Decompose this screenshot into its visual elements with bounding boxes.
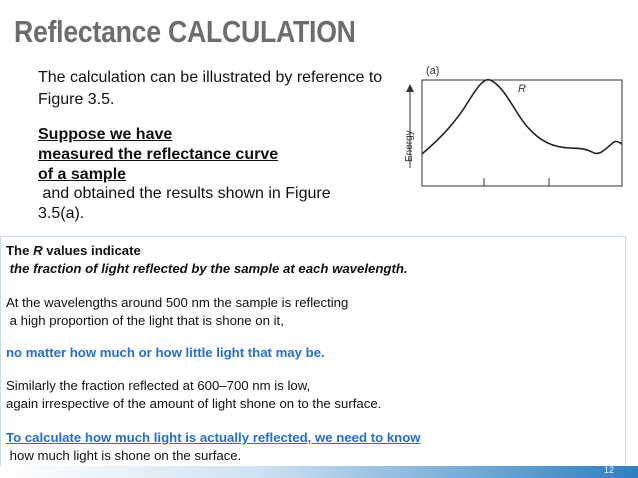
- box-line: Similarly the fraction reflected at 600–…: [6, 378, 311, 393]
- intro-line: 3.5(a).: [38, 205, 85, 222]
- box-line: The R values indicate: [6, 242, 141, 259]
- panel-label: (a): [426, 65, 439, 77]
- box-line: again irrespective of the amount of ligh…: [6, 396, 382, 411]
- box-line: the fraction of light reflected by the s…: [6, 261, 408, 276]
- intro-line: Figure 3.5.: [38, 91, 115, 108]
- intro-line: and obtained the results shown in Figure: [38, 185, 331, 202]
- slide-title: Reflectance CALCULATION: [14, 14, 356, 49]
- explanation-box: [0, 236, 626, 470]
- box-line: how much light is shone on the surface.: [6, 448, 242, 463]
- text: values indicate: [42, 243, 141, 258]
- box-line: At the wavelengths around 500 nm the sam…: [6, 295, 349, 310]
- box-line: no matter how much or how little light t…: [6, 345, 325, 360]
- intro-underlined-line: measured the reflectance curve: [38, 146, 279, 163]
- footer-band: [0, 466, 638, 478]
- reflectance-figure: (a) R Energy: [404, 65, 623, 187]
- box-line: a high proportion of the light that is s…: [6, 313, 284, 328]
- arrow-head: [406, 84, 414, 92]
- box-line: To calculate how much light is actually …: [6, 430, 421, 445]
- text: R: [33, 243, 43, 258]
- y-axis-label: Energy: [404, 130, 415, 162]
- intro-underlined-line: Suppose we have: [38, 126, 173, 143]
- intro-line: The calculation can be illustrated by re…: [38, 69, 383, 86]
- curve-label: R: [518, 83, 526, 95]
- intro-underlined-line: of a sample: [38, 166, 127, 183]
- figure-frame: [421, 79, 623, 187]
- text: The: [6, 243, 34, 258]
- slide-number: 12: [604, 465, 615, 475]
- reflectance-curve: [421, 78, 623, 155]
